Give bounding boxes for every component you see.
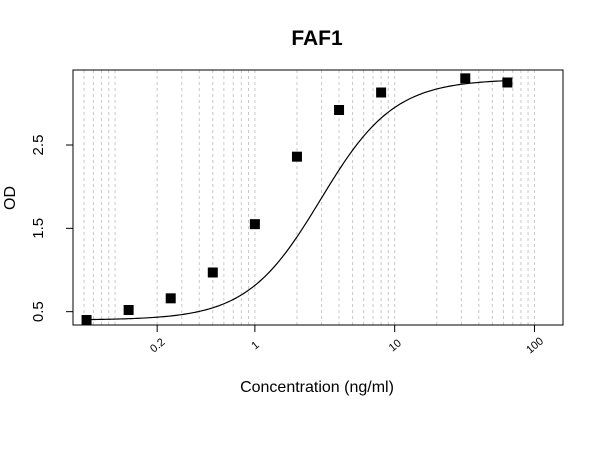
x-tick-label: 10 — [387, 337, 404, 354]
chart-title: FAF1 — [291, 27, 343, 50]
data-point — [376, 87, 387, 98]
data-point — [460, 73, 471, 84]
x-tick-label: 0.2 — [148, 336, 167, 355]
y-tick-label: 2.5 — [30, 135, 47, 156]
fit-curve-layer — [86, 80, 508, 321]
x-axis-label: Concentration (ng/ml) — [240, 379, 394, 396]
fit-curve — [86, 80, 508, 321]
y-tick-label: 0.5 — [30, 301, 47, 322]
data-point — [249, 219, 260, 230]
data-point — [502, 77, 513, 88]
data-point — [123, 305, 134, 315]
x-gridlines — [72, 70, 535, 325]
data-point — [165, 293, 176, 304]
data-point — [291, 151, 302, 162]
data-point — [207, 267, 218, 278]
y-tick-label: 1.5 — [30, 218, 47, 239]
x-tick-label: 100 — [524, 335, 546, 356]
data-point — [334, 105, 345, 115]
data-points — [81, 73, 513, 325]
x-tick-label: 1 — [249, 339, 261, 352]
y-axis-label: OD — [2, 186, 19, 210]
plot-frame — [72, 69, 564, 326]
x-axis: 0.2 1 10 100 — [148, 325, 546, 356]
data-point — [81, 315, 92, 325]
y-axis: 0.5 1.5 2.5 — [30, 135, 73, 322]
